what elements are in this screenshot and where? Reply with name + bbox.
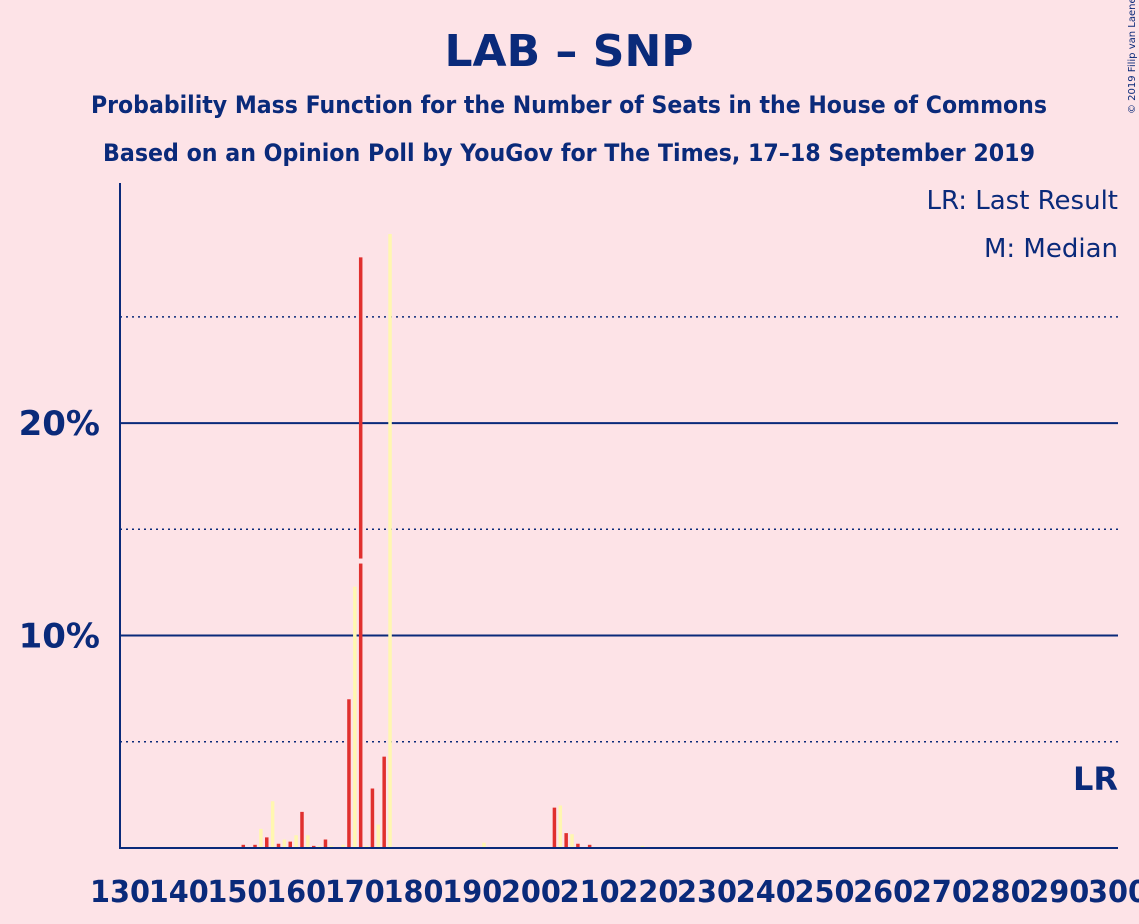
chart-subtitle-1: Probability Mass Function for the Number… [91,91,1047,119]
cream-bar [388,233,392,848]
red-bar [311,845,316,848]
x-tick-label: 300 [1088,875,1139,910]
median-marker [357,558,364,564]
red-bar [576,843,580,848]
x-tick-label: 130 [90,875,150,910]
gridlines [120,316,1118,743]
x-tick-label: 240 [736,875,796,910]
y-tick-label: 10% [19,617,100,657]
red-bar [253,844,257,848]
cream-bar [259,828,263,848]
axes [119,183,1118,849]
red-bar [552,807,557,848]
cream-bar [570,834,574,848]
cream-bar [306,835,310,848]
cream-bar [376,824,381,848]
x-tick-label: 210 [560,875,620,910]
x-tick-label: 150 [207,875,267,910]
cream-bar [317,845,322,848]
red-bar [587,844,592,848]
red-bar [358,257,363,848]
x-tick-label: 180 [384,875,444,910]
last-result-marker: LR [1073,760,1118,798]
cream-bar [329,845,334,848]
x-tick-label: 290 [1029,875,1089,910]
x-tick-label: 280 [971,875,1031,910]
y-tick-label: 20% [19,404,100,444]
red-bar [265,837,269,848]
chart-subtitle-2: Based on an Opinion Poll by YouGov for T… [103,139,1035,167]
red-bar [564,833,568,848]
cream-bar [364,845,369,848]
cream-bar [282,839,287,848]
cream-bar [294,835,298,848]
x-tick-label: 170 [325,875,385,910]
x-tick-label: 260 [853,875,913,910]
x-tick-label: 220 [618,875,678,910]
chart-title: LAB – SNP [444,26,693,77]
x-tick-label: 200 [501,875,561,910]
red-bar [382,756,386,848]
x-tick-label: 270 [912,875,972,910]
x-tick-label: 160 [266,875,326,910]
red-bar [288,841,292,848]
red-bar [276,843,281,848]
red-bar [300,811,304,848]
red-bar [347,699,351,848]
cream-bar [270,801,275,848]
red-bar [323,839,328,848]
red-bar [241,844,246,848]
cream-bar [558,805,563,848]
x-tick-label: 140 [149,875,209,910]
cream-bar [341,844,345,848]
x-tick-label: 190 [442,875,502,910]
cream-bar [640,845,645,848]
copyright-notice: © 2019 Filip van Laenen [1127,0,1138,114]
y-tick-labels: 10% 20% [19,404,100,656]
red-bar [370,788,375,848]
legend-last-result: LR: Last Result [926,186,1118,216]
bars [241,233,645,848]
cream-bar [353,586,357,848]
x-tick-label: 250 [794,875,854,910]
cream-bar [482,842,486,848]
legend-median: M: Median [984,234,1118,264]
x-tick-label: 230 [677,875,737,910]
x-tick-labels: 1301401501601701801902002102202302402502… [90,875,1139,910]
